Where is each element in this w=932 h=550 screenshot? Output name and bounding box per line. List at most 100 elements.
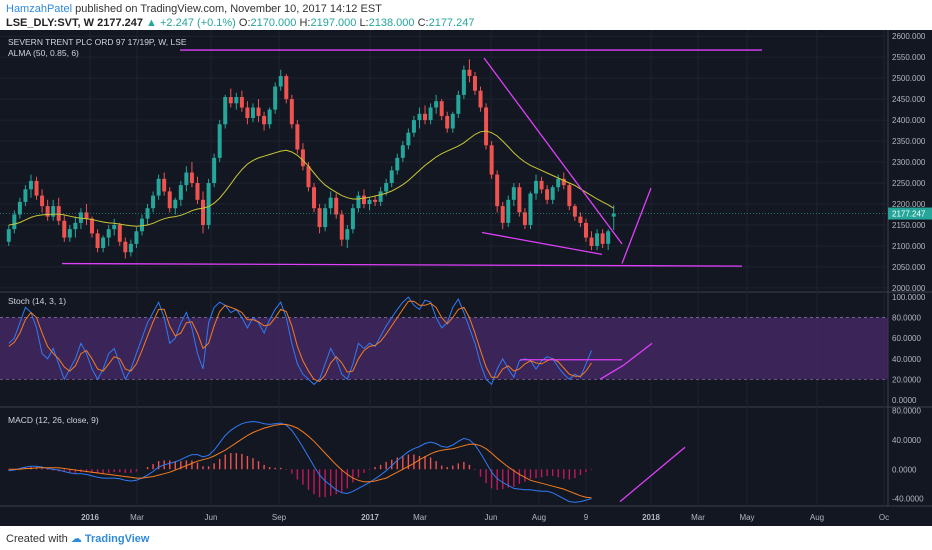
ohlc-line: LSE_DLY:SVT, W 2177.247 ▲ +2.247 (+0.1%)…	[6, 17, 474, 29]
candle-body	[528, 193, 533, 225]
candle-body	[417, 113, 422, 121]
candle-body	[472, 76, 477, 91]
candle-body	[128, 243, 133, 253]
candle-body	[495, 174, 500, 207]
candle-body	[84, 212, 89, 219]
candle-body	[217, 124, 222, 158]
close-value: 2177.247	[428, 17, 475, 29]
candle-body	[589, 237, 594, 246]
candle-body	[178, 185, 183, 200]
candle-body	[250, 107, 255, 118]
last-price: 2177.247	[97, 17, 143, 29]
candle-body	[112, 224, 117, 230]
high-label: H:	[299, 17, 311, 29]
candle-body	[45, 206, 50, 217]
candle-body	[267, 109, 272, 125]
candle-body	[134, 231, 139, 244]
candle-body	[534, 180, 539, 194]
main-chart-title: SEVERN TRENT PLC ORD 97 17/19P, W, LSE	[8, 37, 187, 47]
low-label: L:	[359, 17, 369, 29]
price-tick-label: 2450.000	[892, 95, 926, 104]
candle-body	[461, 69, 466, 95]
candle-body	[434, 101, 439, 108]
price-tick-label: 2150.000	[892, 221, 926, 230]
candle-body	[62, 220, 67, 238]
candle-body	[284, 76, 289, 100]
candle-body	[484, 107, 489, 146]
macd-macd-line	[8, 420, 592, 503]
candle-body	[139, 218, 144, 232]
candle-body	[239, 97, 244, 108]
price-change: +2.247 (+0.1%)	[160, 17, 236, 29]
candle-body	[90, 218, 95, 234]
candle-body	[439, 101, 444, 116]
candle-body	[334, 197, 339, 215]
candle-body	[600, 233, 605, 244]
tradingview-logo-icon: ☁	[70, 533, 82, 545]
low-value: 2138.000	[368, 17, 415, 29]
candle-body	[384, 183, 389, 192]
candle-body	[117, 224, 122, 242]
candle-body	[273, 86, 278, 110]
last-price-tag-label: 2177.247	[892, 210, 926, 219]
price-tick-label: 2600.000	[892, 32, 926, 41]
price-tick-label: 2000.000	[892, 284, 926, 293]
candle-body	[583, 222, 588, 238]
time-tick-label: May	[739, 513, 754, 522]
candle-body	[539, 180, 544, 190]
time-tick-label: Sep	[272, 513, 287, 522]
symbol-label: LSE_DLY:SVT, W	[6, 17, 95, 29]
candle-body	[506, 199, 511, 223]
candle-body	[550, 187, 555, 200]
author-link[interactable]: HamzahPatel	[6, 3, 73, 15]
candle-body	[500, 206, 505, 223]
candle-body	[23, 189, 28, 202]
candle-body	[361, 195, 366, 204]
candle-body	[423, 113, 428, 121]
macd-tick-label: 40.0000	[892, 436, 921, 445]
grid	[0, 30, 932, 507]
candle-body	[223, 97, 228, 125]
candle-body	[478, 90, 483, 108]
candle-body	[517, 187, 522, 213]
stoch-tick-label: 80.0000	[892, 314, 921, 323]
candle-body	[456, 94, 461, 114]
candle-body	[195, 183, 200, 200]
chart-area[interactable]: 2600.000 2550.000 2500.000 2450.000 2400.000…	[0, 30, 932, 526]
candle-body	[289, 99, 294, 125]
trendline	[599, 364, 625, 380]
time-tick-label: Aug	[532, 513, 546, 522]
candle-body	[73, 222, 78, 230]
footer: Created with ☁ TradingView	[0, 526, 932, 550]
candle-body	[522, 212, 527, 225]
stoch-k-line	[8, 296, 592, 386]
candle-body	[40, 195, 45, 207]
pane-labels: SEVERN TRENT PLC ORD 97 17/19P, W, LSEAL…	[8, 37, 187, 425]
price-tick-label: 2400.000	[892, 116, 926, 125]
candle-body	[206, 183, 211, 225]
alma-indicator-label: ALMA (50, 0.85, 6)	[8, 48, 79, 58]
time-tick-label: Jun	[205, 513, 218, 522]
price-tick-label: 2050.000	[892, 263, 926, 272]
chart-svg[interactable]: 2600.000 2550.000 2500.000 2450.000 2400.000…	[0, 30, 932, 526]
stoch-d-line	[8, 300, 592, 382]
published-text: published on TradingView.com, November 1…	[75, 3, 382, 15]
candle-body	[212, 157, 217, 184]
price-tick-label: 2350.000	[892, 137, 926, 146]
candle-body	[350, 208, 355, 230]
candle-body	[101, 237, 106, 249]
candle-body	[606, 231, 611, 244]
candle-body	[317, 208, 322, 228]
candle-body	[17, 201, 22, 215]
price-tick-label: 2550.000	[892, 53, 926, 62]
candle-body	[34, 180, 39, 196]
candle-body	[572, 206, 577, 217]
candle-body	[278, 76, 283, 87]
time-tick-label: Mar	[691, 513, 705, 522]
candle-body	[445, 115, 450, 129]
candle-body	[339, 214, 344, 240]
stoch-tick-label: 0.0000	[892, 396, 917, 405]
tradingview-brand[interactable]: TradingView	[84, 533, 150, 545]
stoch-tick-label: 40.0000	[892, 355, 921, 364]
candle-body	[245, 107, 250, 118]
